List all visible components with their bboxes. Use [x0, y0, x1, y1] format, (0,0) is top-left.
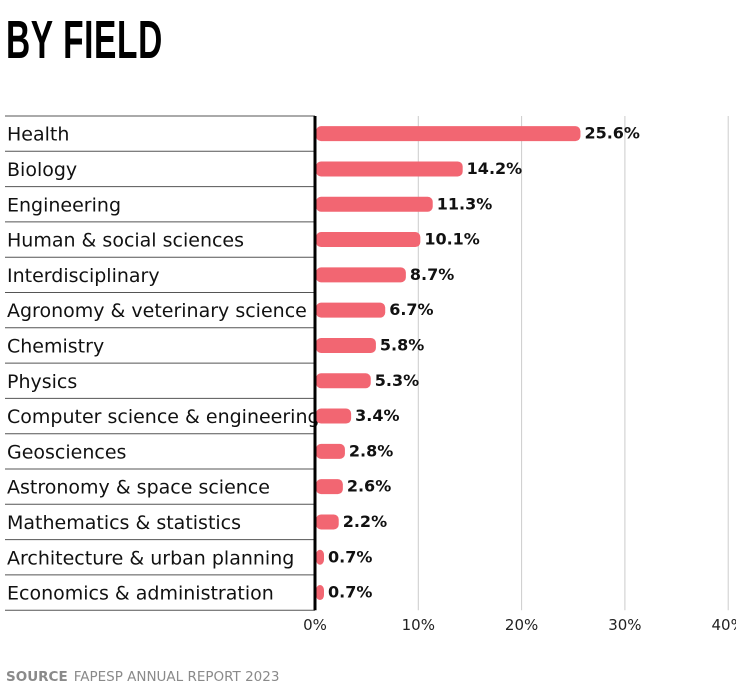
category-label: Mathematics & statistics: [7, 512, 241, 534]
x-tick-label: 20%: [505, 616, 538, 634]
value-label: 0.7%: [328, 547, 372, 566]
category-label: Agronomy & veterinary science: [7, 300, 307, 322]
x-tick-label: 10%: [402, 616, 435, 634]
category-label: Computer science & engineering: [7, 406, 320, 428]
bar: [316, 302, 386, 318]
value-label: 2.6%: [347, 477, 391, 496]
value-label: 10.1%: [424, 230, 480, 249]
value-label: 14.2%: [467, 159, 523, 178]
category-label: Health: [7, 124, 69, 146]
gridlines: [417, 116, 729, 611]
bar: [316, 443, 345, 459]
bar: [316, 549, 324, 565]
bar: [316, 514, 339, 530]
value-label: 5.3%: [375, 371, 419, 390]
bar: [316, 373, 371, 389]
bar: [316, 408, 352, 424]
bar: [316, 196, 433, 212]
category-label: Biology: [7, 159, 77, 181]
value-label: 11.3%: [437, 194, 493, 213]
bar: [316, 232, 421, 248]
bar: [316, 337, 376, 353]
category-label: Astronomy & space science: [7, 477, 270, 499]
category-labels: Health Biology Engineering Human & social s…: [7, 124, 320, 605]
value-label: 5.8%: [380, 335, 424, 354]
bar: [316, 161, 463, 177]
row-dividers: [5, 115, 315, 611]
x-tick-label: 40%: [712, 616, 736, 634]
bar: [316, 126, 581, 142]
category-label: Physics: [7, 371, 77, 393]
value-label: 8.7%: [410, 265, 454, 284]
category-label: Engineering: [7, 194, 121, 216]
category-label: Economics & administration: [7, 583, 274, 605]
chart-title: BY FIELD: [6, 10, 163, 70]
value-label: 6.7%: [389, 300, 433, 319]
bar-chart: Health Biology Engineering Human & social s…: [5, 115, 736, 634]
x-tick-labels: 0% 10% 20% 30% 40%: [303, 616, 736, 634]
bar: [316, 585, 324, 601]
x-tick-label: 0%: [303, 616, 327, 634]
bars: [316, 126, 581, 601]
category-label: Geosciences: [7, 441, 126, 463]
value-label: 0.7%: [328, 583, 372, 602]
category-label: Chemistry: [7, 335, 104, 357]
source-text: FAPESP ANNUAL REPORT 2023: [73, 669, 280, 685]
value-label: 2.8%: [349, 441, 393, 460]
value-label: 2.2%: [343, 512, 387, 531]
bar: [316, 479, 343, 495]
source-label: SOURCE: [6, 669, 68, 685]
category-label: Architecture & urban planning: [7, 547, 294, 569]
value-label: 25.6%: [584, 124, 640, 143]
category-label: Interdisciplinary: [7, 265, 160, 287]
bar: [316, 267, 406, 283]
value-labels: 25.6% 14.2% 11.3% 10.1% 8.7% 6.7% 5.8% 5.3% 3.4%…: [328, 124, 640, 602]
source-note: SOURCE FAPESP ANNUAL REPORT 2023: [6, 669, 279, 685]
value-label: 3.4%: [355, 406, 399, 425]
category-label: Human & social sciences: [7, 230, 244, 252]
x-tick-label: 30%: [608, 616, 641, 634]
